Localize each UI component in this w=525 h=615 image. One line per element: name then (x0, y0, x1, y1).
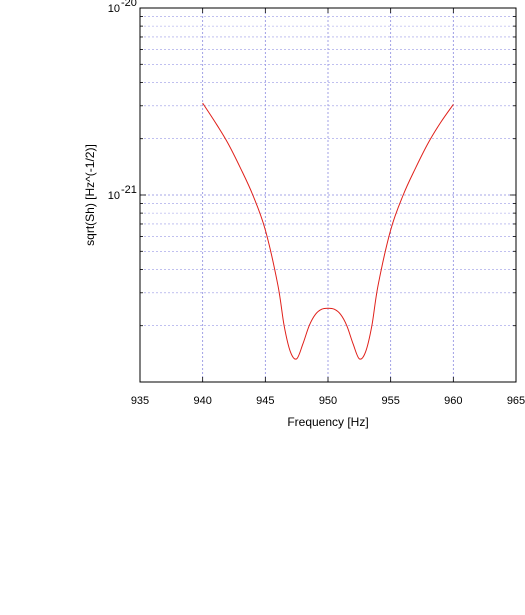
y-tick-label-exponent: -21 (121, 184, 137, 196)
x-tick-label: 955 (381, 395, 399, 407)
grid (140, 8, 516, 382)
x-tick-label: 940 (193, 395, 211, 407)
x-tick-label: 935 (131, 395, 149, 407)
y-tick-label-base: 10 (108, 190, 120, 202)
y-tick-label: 10 (108, 3, 120, 15)
y-tick-label-exponent: -20 (121, 0, 137, 9)
series-group (202, 102, 454, 360)
y-tick-label: 10 (108, 190, 120, 202)
x-tick-label: 945 (256, 395, 274, 407)
y-axis-title: sqrt(Sh) [Hz^(-1/2)] (83, 144, 97, 246)
x-tick-label: 965 (507, 395, 525, 407)
x-tick-label: 960 (444, 395, 462, 407)
series-line (202, 102, 454, 360)
y-tick-label-base: 10 (108, 3, 120, 15)
axis-ticks (139, 8, 517, 382)
x-tick-label: 950 (319, 395, 337, 407)
x-axis-title: Frequency [Hz] (287, 415, 368, 429)
